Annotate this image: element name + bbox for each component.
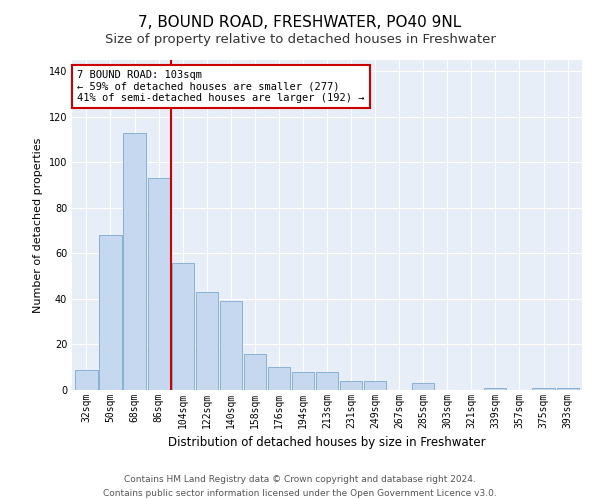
Bar xyxy=(244,354,266,390)
Bar xyxy=(484,388,506,390)
X-axis label: Distribution of detached houses by size in Freshwater: Distribution of detached houses by size … xyxy=(168,436,486,450)
Y-axis label: Number of detached properties: Number of detached properties xyxy=(33,138,43,312)
Bar xyxy=(76,370,98,390)
Bar xyxy=(340,381,362,390)
Bar xyxy=(148,178,170,390)
Text: Size of property relative to detached houses in Freshwater: Size of property relative to detached ho… xyxy=(104,32,496,46)
Bar xyxy=(532,388,554,390)
Bar xyxy=(172,262,194,390)
Bar xyxy=(316,372,338,390)
Bar xyxy=(557,388,578,390)
Text: 7 BOUND ROAD: 103sqm
← 59% of detached houses are smaller (277)
41% of semi-deta: 7 BOUND ROAD: 103sqm ← 59% of detached h… xyxy=(77,70,365,103)
Bar xyxy=(292,372,314,390)
Bar xyxy=(364,381,386,390)
Bar xyxy=(124,133,146,390)
Bar xyxy=(268,367,290,390)
Text: Contains HM Land Registry data © Crown copyright and database right 2024.
Contai: Contains HM Land Registry data © Crown c… xyxy=(103,476,497,498)
Bar xyxy=(220,301,242,390)
Bar xyxy=(412,383,434,390)
Bar xyxy=(196,292,218,390)
Text: 7, BOUND ROAD, FRESHWATER, PO40 9NL: 7, BOUND ROAD, FRESHWATER, PO40 9NL xyxy=(139,15,461,30)
Bar xyxy=(100,235,122,390)
